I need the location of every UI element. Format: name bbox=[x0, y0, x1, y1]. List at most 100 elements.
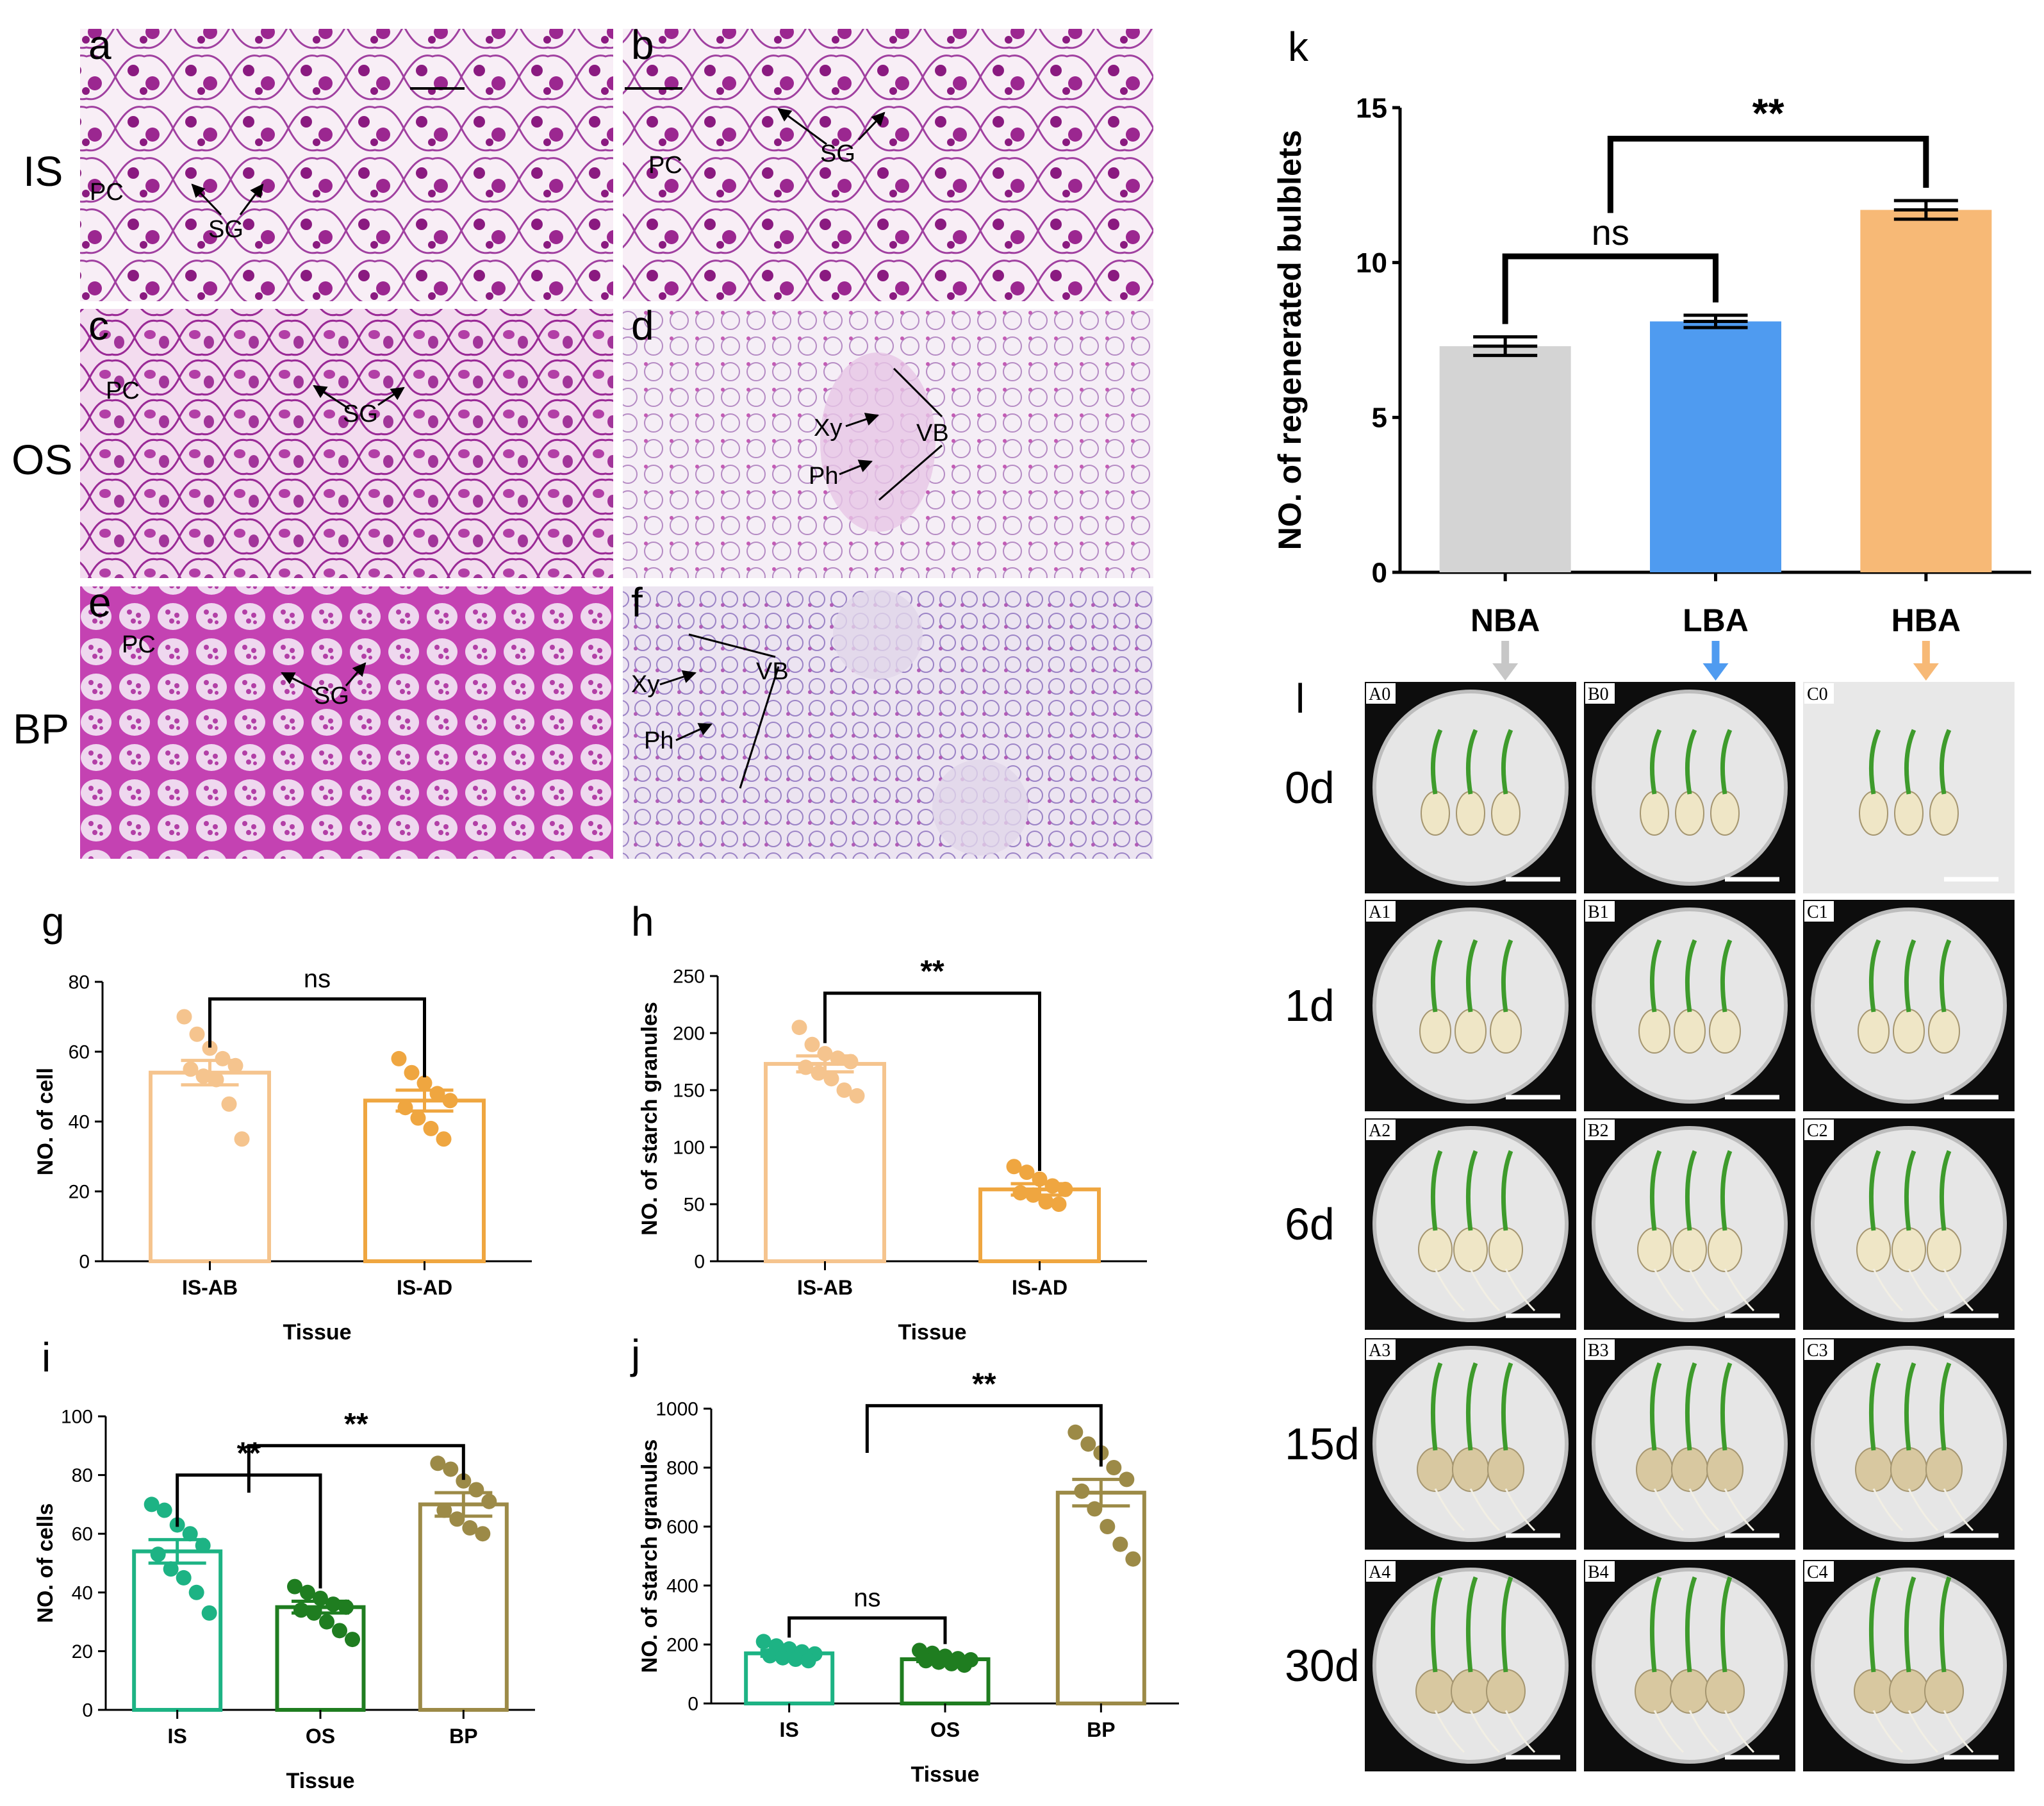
root bbox=[1653, 1488, 1685, 1532]
shoot bbox=[1720, 729, 1733, 795]
shoot bbox=[1430, 1362, 1443, 1451]
bulblet bbox=[1893, 1009, 1925, 1054]
y-tick-label: 0 bbox=[694, 1252, 705, 1273]
y-tick-label: 100 bbox=[673, 1138, 705, 1159]
shoot bbox=[1939, 1362, 1952, 1451]
data-point bbox=[462, 1520, 478, 1536]
data-point bbox=[957, 1657, 972, 1673]
photo-tag-C1: C1 bbox=[1807, 902, 1828, 922]
bulblet bbox=[1854, 1669, 1893, 1714]
root bbox=[1469, 1710, 1501, 1753]
data-point bbox=[345, 1632, 360, 1648]
bulblet bbox=[1858, 1009, 1890, 1054]
data-point bbox=[326, 1596, 341, 1612]
bulblet bbox=[1455, 1009, 1487, 1054]
data-point bbox=[800, 1653, 816, 1669]
arrow-head bbox=[1492, 663, 1519, 681]
bar-IS-AB bbox=[149, 1070, 271, 1263]
panel-letter-g: g bbox=[42, 899, 65, 945]
shoot bbox=[1685, 1576, 1697, 1673]
data-point bbox=[836, 1082, 852, 1098]
significance-bracket bbox=[247, 1444, 465, 1493]
significance-bracket bbox=[208, 997, 426, 1077]
photo-B2: B2 bbox=[1584, 1118, 1795, 1330]
significance-label: ns bbox=[304, 965, 331, 993]
y-tick-label: 50 bbox=[684, 1195, 705, 1216]
shoot bbox=[1720, 1150, 1733, 1231]
photo-B3: B3 bbox=[1584, 1338, 1795, 1550]
y-tick-label: 150 bbox=[673, 1081, 705, 1102]
photo-tag-A0: A0 bbox=[1369, 684, 1390, 704]
shoot bbox=[1939, 729, 1952, 795]
significance-label: ns bbox=[1592, 212, 1629, 253]
significance-bracket bbox=[1502, 253, 1718, 324]
root bbox=[1908, 1488, 1939, 1532]
data-point bbox=[1038, 1194, 1054, 1210]
y-tick-label: 200 bbox=[666, 1635, 698, 1656]
y-tick-label: 10 bbox=[1356, 247, 1387, 279]
day-label-15d: 15d bbox=[1285, 1419, 1360, 1469]
y-tick-label: 100 bbox=[61, 1407, 93, 1428]
y-tick-label: 60 bbox=[69, 1042, 90, 1063]
day-label-30d: 30d bbox=[1285, 1641, 1360, 1691]
data-point bbox=[944, 1655, 959, 1671]
photo-tag-box bbox=[1804, 1561, 1834, 1582]
photo-tag-B4: B4 bbox=[1588, 1562, 1609, 1582]
bulblet bbox=[1638, 1009, 1670, 1054]
data-point bbox=[811, 1065, 827, 1081]
data-point bbox=[391, 1050, 407, 1066]
category-label-NBA: NBA bbox=[1471, 602, 1540, 638]
data-point bbox=[468, 1482, 484, 1498]
shoot bbox=[1465, 1150, 1478, 1231]
data-point bbox=[423, 1120, 439, 1136]
y-tick-label: 40 bbox=[72, 1582, 93, 1603]
x-axis-title: Tissue bbox=[283, 1320, 351, 1345]
data-point bbox=[156, 1502, 172, 1518]
bulblet bbox=[1859, 791, 1888, 836]
photo-A3: A3 bbox=[1365, 1338, 1576, 1550]
data-point bbox=[319, 1614, 334, 1630]
root bbox=[1504, 1268, 1536, 1312]
bar-IS-AD bbox=[363, 1098, 486, 1264]
photo-tag-B3: B3 bbox=[1588, 1341, 1609, 1361]
data-point bbox=[918, 1653, 934, 1669]
category-label-BP: BP bbox=[449, 1725, 477, 1748]
micrograph-a: a PC SG bbox=[80, 22, 613, 301]
shoot bbox=[1868, 1576, 1881, 1673]
photo-tag-box bbox=[1366, 1339, 1396, 1360]
y-tick-label: 0 bbox=[79, 1252, 90, 1273]
photo-C1: C1 bbox=[1803, 900, 2015, 1111]
shoot bbox=[1939, 1150, 1952, 1231]
data-point bbox=[195, 1537, 211, 1553]
shoot bbox=[1465, 729, 1478, 795]
shoot bbox=[1904, 1362, 1916, 1451]
micrograph-a-label-sg: SG bbox=[208, 216, 243, 243]
bulblet bbox=[1487, 1447, 1524, 1492]
data-point bbox=[195, 1068, 211, 1084]
shoot bbox=[1649, 1576, 1662, 1673]
root bbox=[1908, 1268, 1939, 1312]
data-point bbox=[293, 1602, 309, 1618]
data-point bbox=[931, 1654, 946, 1670]
chart-j: j 0 200 400 600 800 1000 NO. of starch granules… bbox=[630, 1331, 1179, 1787]
shoot bbox=[1939, 939, 1952, 1013]
panel-letter-j: j bbox=[630, 1331, 640, 1377]
micrograph-e: e PC SG bbox=[80, 579, 613, 859]
category-label-HBA: HBA bbox=[1892, 602, 1961, 638]
data-point bbox=[1125, 1551, 1141, 1567]
bulblet bbox=[1706, 1447, 1743, 1492]
photo-C3: C3 bbox=[1803, 1338, 2015, 1550]
bulblet bbox=[1929, 791, 1959, 836]
data-point bbox=[1025, 1187, 1041, 1203]
bulblet bbox=[1672, 1227, 1707, 1272]
photo-A1: A1 bbox=[1365, 900, 1576, 1111]
x-axis-title: Tissue bbox=[286, 1769, 354, 1793]
photo-A0: A0 bbox=[1365, 682, 1576, 893]
data-point bbox=[791, 1020, 807, 1036]
data-point bbox=[804, 1036, 820, 1052]
panel-letter-i: i bbox=[42, 1334, 51, 1380]
bar-NBA bbox=[1439, 346, 1571, 572]
root bbox=[1434, 1268, 1465, 1312]
y-tick-label: 15 bbox=[1356, 92, 1387, 124]
panel-letter-k: k bbox=[1288, 24, 1309, 70]
